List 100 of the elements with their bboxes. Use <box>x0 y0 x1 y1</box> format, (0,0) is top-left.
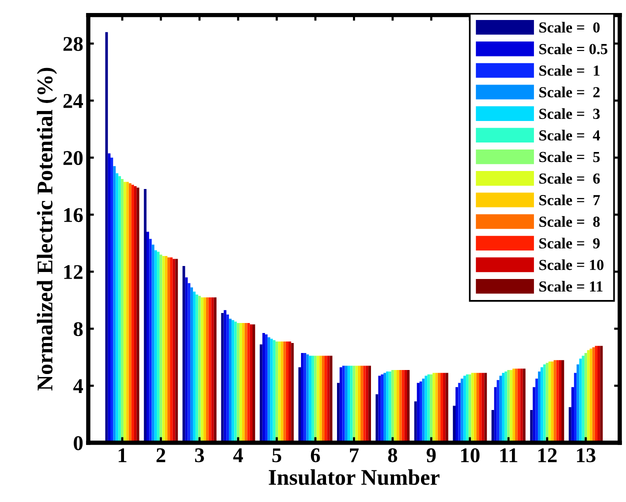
x-tick-label: 8 <box>388 448 398 462</box>
bar <box>340 367 342 443</box>
bar <box>502 372 505 443</box>
bar <box>162 256 165 443</box>
bar <box>355 366 358 443</box>
bar <box>170 257 173 443</box>
bar <box>152 244 154 443</box>
bar <box>154 250 157 443</box>
bar <box>592 347 595 443</box>
bar <box>126 182 129 443</box>
bar <box>264 334 268 443</box>
bar <box>494 387 497 443</box>
legend-label: Scale = 0.5 <box>539 43 608 54</box>
x-axis-title: Insulator Number <box>268 469 440 485</box>
bar <box>319 356 322 443</box>
bar <box>350 366 353 443</box>
bar <box>244 323 248 443</box>
legend-label: Scale = 7 <box>539 194 600 206</box>
bar <box>252 324 256 443</box>
bar <box>196 294 198 443</box>
x-tick-label: 11 <box>500 448 518 462</box>
bar <box>512 368 516 443</box>
bar <box>435 372 438 443</box>
bar <box>363 366 366 443</box>
bar <box>504 371 508 443</box>
bar <box>234 322 237 443</box>
y-tick-label: 4 <box>73 379 84 393</box>
bar <box>368 366 371 443</box>
bar <box>482 372 484 443</box>
legend-label: Scale = 6 <box>539 172 600 184</box>
legend-label: Scale = 3 <box>539 108 600 119</box>
bar <box>239 323 242 443</box>
bar <box>185 277 188 443</box>
bar <box>164 256 168 443</box>
bar <box>214 297 216 443</box>
bar <box>270 338 273 443</box>
bar <box>394 370 397 443</box>
bar <box>463 376 466 443</box>
bar <box>149 238 152 443</box>
bar <box>391 370 394 443</box>
x-tick-label: 13 <box>577 448 596 462</box>
legend-label: Scale = 0 <box>539 22 600 33</box>
bar <box>268 337 270 443</box>
bar <box>499 376 502 443</box>
bar <box>337 382 340 443</box>
bar <box>298 367 301 443</box>
bar <box>347 366 350 443</box>
bar <box>543 364 546 443</box>
legend-label: Scale = 1 <box>539 65 600 76</box>
bar <box>280 342 284 443</box>
bar <box>301 352 304 443</box>
bar <box>538 371 541 443</box>
y-tick-label: 24 <box>63 94 84 108</box>
bar <box>576 364 580 443</box>
bar <box>476 372 480 443</box>
bar <box>548 362 552 443</box>
bar <box>134 186 137 443</box>
x-tick-label: 2 <box>156 448 166 462</box>
bar <box>598 346 600 443</box>
bar <box>507 370 510 443</box>
bar <box>324 356 328 443</box>
x-tick-label: 9 <box>426 448 436 462</box>
bar <box>600 346 603 443</box>
bar <box>262 332 265 443</box>
bar <box>484 372 487 443</box>
bar <box>556 360 559 443</box>
bar <box>443 372 446 443</box>
bar <box>558 360 562 443</box>
bar <box>322 356 325 443</box>
bar <box>460 378 464 443</box>
bar <box>510 370 512 443</box>
bar <box>532 387 536 443</box>
bar <box>221 313 224 443</box>
bar <box>110 158 114 443</box>
bar <box>200 297 204 443</box>
bar <box>272 340 276 443</box>
bar <box>458 382 461 443</box>
bar <box>236 323 240 443</box>
bar <box>582 356 584 443</box>
bar <box>291 342 294 443</box>
bar <box>496 380 500 443</box>
y-tick-label: 12 <box>64 265 83 279</box>
bar <box>342 366 345 443</box>
bar <box>546 362 548 443</box>
bar <box>388 371 392 443</box>
bar <box>167 257 170 443</box>
bar <box>404 370 408 443</box>
bar <box>306 354 309 443</box>
bar <box>424 376 428 443</box>
bar <box>440 372 444 443</box>
bar <box>124 182 126 443</box>
bar <box>378 376 381 443</box>
legend-label: Scale = 9 <box>539 238 600 248</box>
bar <box>192 292 196 443</box>
bar <box>228 318 232 443</box>
bar <box>242 323 245 443</box>
bar <box>203 297 206 443</box>
bar <box>314 356 317 443</box>
bar <box>118 176 121 443</box>
bar <box>131 184 134 443</box>
